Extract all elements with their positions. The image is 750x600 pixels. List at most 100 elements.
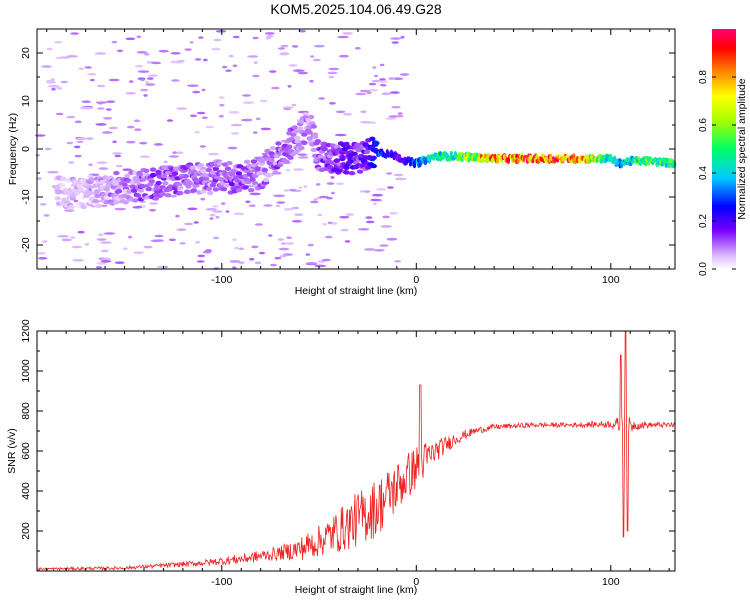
- spectrogram-cell: [209, 213, 216, 217]
- spectrogram-cell: [397, 112, 403, 115]
- spectrogram-cell: [561, 157, 565, 163]
- spectrogram-cell: [348, 171, 356, 176]
- spectrogram-cell: [245, 200, 251, 204]
- spectrogram-cell: [133, 179, 140, 184]
- spectrogram-cell: [106, 100, 116, 103]
- spectrogram-cell: [94, 189, 101, 194]
- spectrogram-cell: [98, 167, 109, 170]
- spectrogram-cell: [238, 247, 245, 251]
- spectrogram-cell: [125, 92, 136, 95]
- spectrogram-cell: [303, 185, 308, 188]
- spectrogram-cell: [336, 182, 345, 185]
- spectrogram-cell: [134, 128, 142, 131]
- spectrogram-cell: [326, 164, 334, 170]
- spectrogram-cell: [201, 88, 206, 92]
- spectrogram-cell: [149, 208, 156, 212]
- spectrogram-cell: [126, 125, 135, 129]
- spectrogram-cell: [72, 259, 84, 262]
- spectrogram-cell: [201, 116, 208, 120]
- spectrogram-cell: [292, 206, 300, 210]
- spectrogram-cell: [235, 188, 243, 193]
- spectrogram-cell: [372, 202, 377, 205]
- spectrogram-cell: [35, 153, 40, 157]
- colorbar: 0.0 0.2 0.4 0.6 0.8 Normalized spectral ampl…: [698, 29, 748, 276]
- y-tick-label: 20: [20, 47, 32, 59]
- spectrogram-cell: [168, 155, 180, 158]
- spectrogram-cell: [263, 204, 273, 207]
- spectrogram-cell: [370, 198, 381, 202]
- spectrogram-cell: [68, 204, 75, 210]
- spectrogram-cell: [77, 230, 85, 234]
- spectrogram-cell: [268, 234, 273, 237]
- spectrogram-cell: [139, 88, 149, 92]
- spectrogram-cell: [36, 177, 42, 180]
- spectrogram-cell: [365, 216, 373, 219]
- spectrogram-cell: [84, 66, 92, 69]
- spectrogram-cell: [306, 130, 313, 135]
- spectrogram-cell: [171, 171, 179, 176]
- spectrogram-cell: [354, 47, 361, 50]
- spectrogram-cell: [159, 191, 166, 197]
- y-tick-label: 1200: [20, 319, 32, 343]
- spectrogram-cell: [211, 47, 221, 51]
- spectrogram-cell: [70, 236, 76, 239]
- spectrogram-cell: [197, 163, 204, 168]
- spectrogram-cell: [427, 158, 432, 164]
- spectrogram-cell: [254, 166, 262, 171]
- spectrogram-cell: [73, 145, 81, 149]
- spectrogram-cell: [57, 235, 69, 238]
- spectrogram-cell: [212, 187, 219, 192]
- spectrogram-cell: [290, 132, 297, 137]
- spectrogram-cell: [360, 120, 371, 124]
- spectrogram-cell: [232, 266, 237, 270]
- spectrogram-cell: [184, 189, 191, 194]
- spectrogram-cell: [238, 261, 245, 265]
- spectrogram-cell: [154, 234, 164, 238]
- spectrogram-cell: [285, 242, 295, 245]
- spectrogram-cell: [291, 220, 303, 223]
- spectrogram-cell: [125, 37, 136, 41]
- spectrogram-cell: [153, 239, 164, 242]
- spectrogram-cell: [145, 186, 153, 192]
- spectrogram-cell: [95, 203, 102, 209]
- spectrogram-cell: [172, 151, 177, 154]
- spectrogram-cell: [194, 58, 202, 61]
- spectrogram-cell: [294, 135, 301, 141]
- spectrogram-cell: [197, 254, 206, 258]
- spectrogram-cell: [70, 32, 79, 35]
- spectrogram-cell: [116, 49, 124, 53]
- spectrogram-cell: [297, 126, 304, 131]
- spectrogram-cell: [223, 183, 230, 188]
- spectrogram-cell: [307, 114, 315, 120]
- spectrogram-cell: [187, 207, 198, 211]
- spectrogram-cell: [66, 141, 74, 145]
- spectrogram-cell: [370, 155, 377, 160]
- spectrogram-cell: [169, 194, 177, 198]
- spectrogram-cell: [317, 260, 326, 264]
- spectrogram-cell: [85, 137, 94, 140]
- spectrogram-cell: [285, 168, 291, 172]
- spectrogram-cell: [278, 247, 290, 251]
- spectrogram-cell: [163, 160, 168, 164]
- spectrogram-cell: [275, 204, 281, 208]
- spectrogram-cell: [54, 40, 63, 44]
- spectrogram-cell: [212, 210, 224, 213]
- spectrogram-cell: [128, 80, 134, 83]
- spectrogram-cell: [380, 225, 392, 228]
- spectrogram-cell: [317, 154, 324, 159]
- y-tick-label: 200: [20, 522, 32, 540]
- spectrogram-cell: [114, 261, 125, 265]
- spectrogram-cell: [270, 263, 277, 267]
- spectrogram-cell: [145, 83, 156, 86]
- spectrogram-cell: [137, 70, 150, 73]
- spectrogram-cell: [317, 213, 323, 217]
- spectrogram-cell: [42, 240, 48, 243]
- spectrogram-cell: [449, 150, 453, 157]
- spectrogram-cell: [269, 70, 277, 73]
- spectrogram-cell: [359, 89, 370, 93]
- spectrogram-cell: [76, 140, 84, 144]
- spectrogram-cell: [213, 38, 222, 42]
- spectrogram-cell: [276, 201, 286, 204]
- spectrogram-cell: [288, 64, 298, 67]
- spectrogram-cell: [122, 200, 130, 205]
